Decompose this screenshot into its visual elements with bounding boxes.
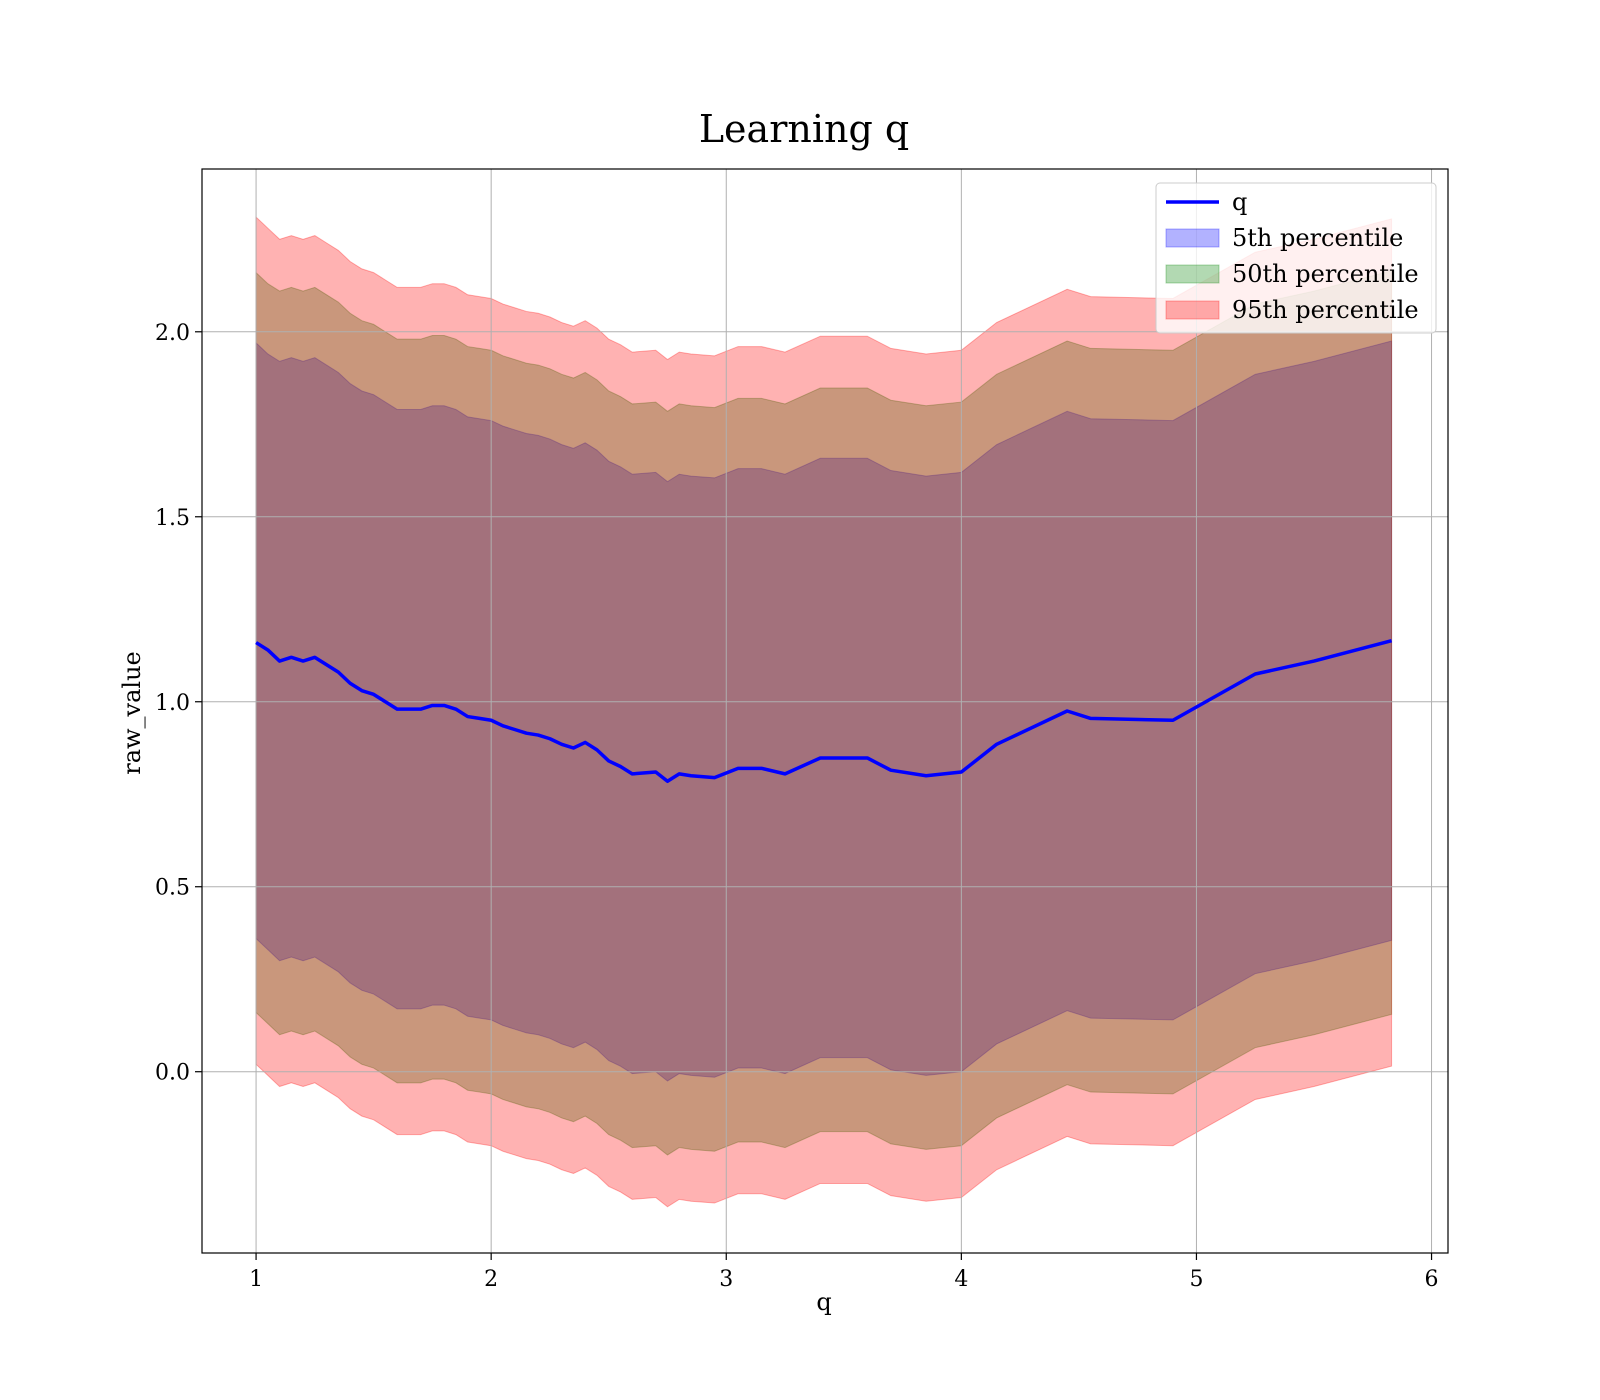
x-tick-label: 2	[484, 1267, 498, 1292]
series-line-q	[255, 639, 1393, 784]
x-tick-label: 1	[249, 1267, 263, 1292]
legend-item-95th: 95th percentile	[1232, 296, 1419, 324]
chart-title: Learning q	[699, 107, 909, 151]
x-tick-label: 3	[719, 1267, 733, 1292]
band-5th-percentile	[255, 340, 1393, 1082]
x-tick-label: 5	[1189, 1267, 1203, 1292]
plot-frame	[201, 168, 1449, 1254]
legend-box	[1155, 182, 1437, 334]
legend-swatch-band	[1165, 300, 1220, 320]
band-95th-percentile	[255, 215, 1393, 1208]
legend-swatch-band	[1165, 228, 1220, 248]
x-axis-label: q	[816, 1288, 831, 1316]
legend-item-5th: 5th percentile	[1232, 224, 1403, 252]
y-tick-label: 2.0	[155, 321, 190, 346]
legend-item-q: q	[1232, 188, 1247, 216]
y-tick-label: 0.5	[155, 876, 190, 901]
y-tick-label: 1.5	[155, 506, 190, 531]
x-tick-label: 4	[954, 1267, 968, 1292]
band-50th-percentile	[255, 270, 1393, 1156]
legend-swatch-band	[1165, 264, 1220, 284]
plot-area: 1 2 3 4 5 6 0.0 0.5 1.0 1.5 2.0	[155, 168, 1449, 1292]
legend: q 5th percentile 50th percentile 95th perce…	[1155, 182, 1437, 334]
y-axis-label: raw_value	[118, 651, 146, 775]
y-tick-label: 0.0	[155, 1061, 190, 1086]
y-tick-label: 1.0	[155, 691, 190, 716]
legend-item-50th: 50th percentile	[1232, 260, 1419, 288]
x-tick-label: 6	[1425, 1267, 1439, 1292]
